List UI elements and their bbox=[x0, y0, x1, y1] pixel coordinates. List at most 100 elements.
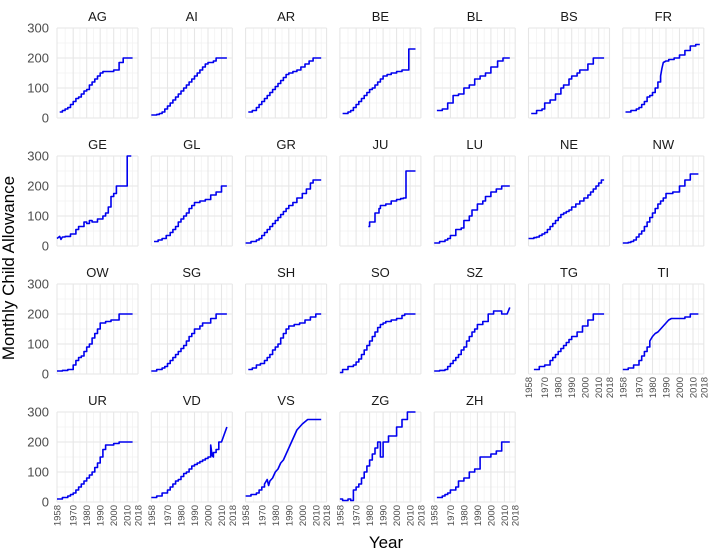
facet-gr: GR bbox=[245, 137, 328, 247]
x-tick-label: 2018 bbox=[322, 505, 333, 526]
facet-label: VS bbox=[277, 393, 295, 408]
facet-label: GE bbox=[88, 137, 107, 152]
facet-ge: GE 0 100 200 300 bbox=[27, 137, 139, 254]
facet-ju: JU bbox=[339, 137, 422, 247]
series-line-zh bbox=[436, 441, 510, 499]
facet-ur: UR 0 100 200 300 1958 1970 1980 1990 2000 2010 2018 bbox=[27, 393, 144, 526]
series-line-ur bbox=[57, 441, 133, 500]
y-tick-label: 200 bbox=[27, 179, 49, 194]
x-tick-label: 1970 bbox=[635, 377, 646, 398]
series-line-so bbox=[339, 313, 416, 374]
facet-label: SH bbox=[277, 265, 295, 280]
y-tick-label: 0 bbox=[42, 239, 49, 254]
facet-nw: NW bbox=[622, 137, 705, 247]
x-tick-label: 2018 bbox=[416, 505, 427, 526]
facet-label: AR bbox=[277, 9, 295, 24]
facet-ne: NE bbox=[527, 137, 611, 247]
facet-ai: AI bbox=[150, 9, 233, 119]
x-tick-label: 2000 bbox=[298, 505, 309, 526]
y-tick-label: 0 bbox=[42, 111, 49, 126]
x-tick-label: 1980 bbox=[648, 377, 659, 398]
facet-zg: ZG 1958 1970 1980 1990 2000 2010 2018 bbox=[335, 393, 427, 526]
x-tick-label: 2000 bbox=[204, 505, 215, 526]
facet-sz: SZ bbox=[433, 265, 516, 375]
facet-label: ZH bbox=[466, 393, 483, 408]
y-tick-label: 0 bbox=[42, 367, 49, 382]
x-tick-label: 1990 bbox=[473, 505, 484, 526]
facet-label: GR bbox=[276, 137, 296, 152]
x-tick-label: 1980 bbox=[271, 505, 282, 526]
x-tick-label: 2018 bbox=[699, 377, 709, 398]
series-line-ai bbox=[151, 57, 227, 116]
series-line-ju bbox=[368, 170, 416, 228]
facet-sh: SH bbox=[245, 265, 328, 375]
x-tick-label: 1970 bbox=[352, 505, 363, 526]
series-line-gl bbox=[154, 185, 227, 243]
x-tick-label: 1980 bbox=[459, 505, 470, 526]
facet-vd: VD 1958 1970 1980 1990 2000 2010 2018 bbox=[147, 393, 239, 526]
x-tick-label: 1990 bbox=[567, 377, 578, 398]
facet-label: UR bbox=[88, 393, 107, 408]
facet-label: GL bbox=[183, 137, 200, 152]
series-line-vd bbox=[151, 426, 228, 499]
x-tick-label: 2018 bbox=[511, 505, 522, 526]
series-line-sz bbox=[434, 307, 511, 372]
facet-label: NW bbox=[652, 137, 674, 152]
x-tick-label: 1958 bbox=[53, 505, 64, 526]
x-tick-label: 2000 bbox=[109, 505, 120, 526]
facet-gl: GL bbox=[150, 137, 233, 247]
x-axis-title: Year bbox=[369, 533, 404, 552]
x-tick-label: 1958 bbox=[147, 505, 158, 526]
x-tick-label: 2010 bbox=[311, 505, 322, 526]
facet-label: ZG bbox=[371, 393, 389, 408]
series-line-vs bbox=[245, 418, 322, 497]
y-tick-label: 300 bbox=[27, 277, 49, 292]
series-line-ar bbox=[248, 57, 322, 113]
facet-sg: SG bbox=[150, 265, 233, 375]
y-tick-label: 100 bbox=[27, 81, 49, 96]
series-line-ne bbox=[528, 179, 605, 240]
x-tick-label: 1958 bbox=[524, 377, 535, 398]
facet-label: SO bbox=[371, 265, 390, 280]
y-tick-label: 0 bbox=[42, 495, 49, 510]
x-tick-label: 2010 bbox=[500, 505, 511, 526]
series-line-lu bbox=[434, 185, 510, 244]
y-tick-label: 300 bbox=[27, 21, 49, 36]
x-tick-label: 2010 bbox=[217, 505, 228, 526]
facet-panels: AG 0 100 200 300 AI AR BE BL BS FR GE 0 100 200 300 GL GR… bbox=[27, 9, 709, 526]
facet-label: BS bbox=[560, 9, 578, 24]
series-line-nw bbox=[622, 173, 699, 244]
x-tick-label: 1980 bbox=[365, 505, 376, 526]
facet-vs: VS 1958 1970 1980 1990 2000 2010 2018 bbox=[241, 393, 333, 526]
series-line-zg bbox=[339, 411, 416, 502]
x-tick-label: 2010 bbox=[406, 505, 417, 526]
facet-zh: ZH 1958 1970 1980 1990 2000 2010 2018 bbox=[430, 393, 522, 526]
facet-label: OW bbox=[86, 265, 109, 280]
x-tick-label: 2000 bbox=[392, 505, 403, 526]
x-tick-label: 1958 bbox=[241, 505, 252, 526]
series-line-sh bbox=[248, 313, 322, 371]
facet-label: LU bbox=[466, 137, 483, 152]
facet-label: TG bbox=[560, 265, 578, 280]
series-line-ag bbox=[59, 57, 133, 113]
x-tick-label: 1980 bbox=[82, 505, 93, 526]
facet-bs: BS bbox=[527, 9, 611, 119]
series-line-ge bbox=[56, 155, 132, 241]
y-tick-label: 300 bbox=[27, 149, 49, 164]
x-tick-label: 2010 bbox=[689, 377, 700, 398]
facet-ag: AG 0 100 200 300 bbox=[27, 9, 139, 126]
facet-label: NE bbox=[560, 137, 578, 152]
facet-be: BE bbox=[339, 9, 422, 119]
series-line-ti bbox=[622, 313, 699, 371]
facet-ar: AR bbox=[245, 9, 328, 119]
facet-fr: FR bbox=[622, 9, 705, 119]
facet-ti: TI 1958 1970 1980 1990 2000 2010 2018 bbox=[618, 265, 709, 398]
y-tick-label: 200 bbox=[27, 51, 49, 66]
y-tick-label: 100 bbox=[27, 465, 49, 480]
x-tick-label: 1980 bbox=[177, 505, 188, 526]
series-line-bs bbox=[531, 57, 605, 115]
facet-label: TI bbox=[658, 265, 670, 280]
x-tick-label: 1990 bbox=[662, 377, 673, 398]
x-tick-label: 1970 bbox=[446, 505, 457, 526]
